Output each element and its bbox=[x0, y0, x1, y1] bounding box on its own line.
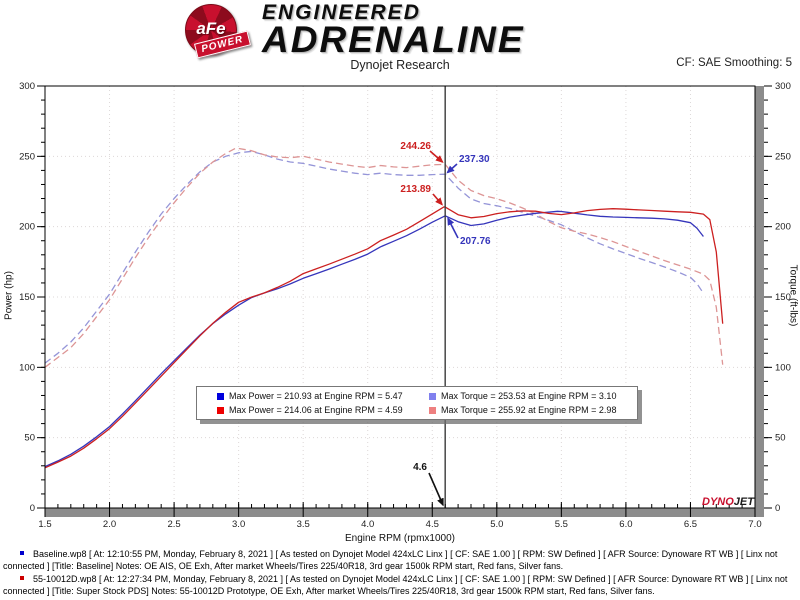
y-tick-label-right: 300 bbox=[775, 81, 791, 92]
legend-entry-max-torque-baseline: Max Torque = 253.53 at Engine RPM = 3.10 bbox=[415, 391, 631, 401]
smoothing-setting: CF: SAE Smoothing: 5 bbox=[676, 57, 792, 69]
note-bullet-blue bbox=[20, 551, 24, 555]
y-tick-label-left: 150 bbox=[19, 292, 35, 303]
x-tick-label: 2.0 bbox=[103, 519, 116, 530]
annotation-value: 244.26 bbox=[400, 141, 431, 152]
title-adrenaline: ADRENALINE bbox=[262, 19, 525, 60]
y-axis-label-power: Power (hp) bbox=[3, 271, 15, 320]
annotation-value: 4.6 bbox=[413, 462, 427, 473]
title-engineered: ENGINEERED bbox=[262, 1, 421, 24]
curve-baseline-power bbox=[44, 210, 704, 468]
chart-subtitle: Dynojet Research bbox=[350, 58, 450, 72]
legend-label: Max Torque = 255.92 at Engine RPM = 2.98 bbox=[441, 405, 617, 415]
x-tick-label: 6.5 bbox=[684, 519, 697, 530]
x-tick-label: 7.0 bbox=[748, 519, 761, 530]
annotation-arrow bbox=[446, 163, 458, 174]
note-bullet-red bbox=[20, 576, 24, 580]
annotation-value: 237.30 bbox=[459, 154, 490, 165]
x-tick-label: 4.0 bbox=[361, 519, 374, 530]
annotation-value: 213.89 bbox=[400, 184, 431, 195]
legend-swatch-lightred bbox=[429, 406, 436, 414]
frame-bar-bottom bbox=[45, 508, 764, 517]
y-axis-label-torque: Torque (ft-lbs) bbox=[787, 264, 799, 327]
afe-logo-text: aFe bbox=[196, 19, 226, 38]
y-tick-label-right: 200 bbox=[775, 222, 791, 233]
x-tick-label: 3.0 bbox=[232, 519, 245, 530]
y-tick-label-right: 100 bbox=[775, 362, 791, 373]
frame-bar-right bbox=[755, 86, 764, 517]
y-tick-label-right: 150 bbox=[775, 292, 791, 303]
y-tick-label-left: 0 bbox=[30, 503, 35, 514]
run-note-superstock: 55-10012D.wp8 [ At: 12:27:34 PM, Monday,… bbox=[3, 573, 795, 597]
x-tick-label: 1.5 bbox=[38, 519, 51, 530]
dynojet-watermark: DYNOJET bbox=[702, 496, 754, 508]
legend-label: Max Power = 214.06 at Engine RPM = 4.59 bbox=[229, 405, 403, 415]
run-notes: Baseline.wp8 [ At: 12:10:55 PM, Monday, … bbox=[3, 548, 795, 598]
annotation-arrow bbox=[432, 193, 443, 206]
x-tick-label: 5.0 bbox=[490, 519, 503, 530]
annotation-value: 207.76 bbox=[460, 236, 491, 247]
annotation-arrow bbox=[429, 150, 444, 163]
y-tick-label-left: 250 bbox=[19, 151, 35, 162]
y-tick-label-left: 200 bbox=[19, 222, 35, 233]
dyno-chart-svg: 1.5 2.0 2.5 3.0 3.5 4.0 4.5 5.0 5.5 6.0 6.5 7.0 0 0 50… bbox=[19, 81, 791, 544]
y-tick-label-right: 50 bbox=[775, 433, 786, 444]
annotation-arrow bbox=[447, 217, 459, 239]
legend-swatch-red bbox=[217, 406, 224, 414]
y-tick-label-right: 250 bbox=[775, 151, 791, 162]
x-tick-label: 3.5 bbox=[297, 519, 310, 530]
legend-entry-max-power-superstock: Max Power = 214.06 at Engine RPM = 4.59 bbox=[203, 405, 415, 415]
x-tick-label: 2.5 bbox=[167, 519, 180, 530]
y-tick-label-right: 0 bbox=[775, 503, 780, 514]
x-tick-label: 5.5 bbox=[555, 519, 568, 530]
x-tick-label: 4.5 bbox=[426, 519, 439, 530]
x-axis-label: Engine RPM (rpmx1000) bbox=[345, 533, 455, 544]
chart-legend: Max Power = 210.93 at Engine RPM = 5.47 … bbox=[196, 386, 638, 420]
annotation-arrow bbox=[428, 472, 444, 507]
legend-entry-max-torque-superstock: Max Torque = 255.92 at Engine RPM = 2.98 bbox=[415, 405, 631, 415]
legend-entry-max-power-baseline: Max Power = 210.93 at Engine RPM = 5.47 bbox=[203, 391, 415, 401]
y-tick-label-left: 50 bbox=[24, 433, 35, 444]
report-title: ENGINEERED ADRENALINE bbox=[262, 2, 682, 58]
dynojet-watermark-jet: JET bbox=[733, 496, 754, 508]
x-tick-label: 6.0 bbox=[619, 519, 632, 530]
curve-super-stock-pds-torque bbox=[44, 147, 724, 368]
y-tick-label-left: 100 bbox=[19, 362, 35, 373]
curve-baseline-torque bbox=[44, 150, 704, 364]
curve-super-stock-pds-power bbox=[44, 206, 724, 469]
legend-swatch-lightblue bbox=[429, 392, 436, 400]
legend-swatch-blue bbox=[217, 392, 224, 400]
note-text: Baseline.wp8 [ At: 12:10:55 PM, Monday, … bbox=[3, 549, 778, 571]
afe-power-logo: aFe POWER bbox=[183, 3, 261, 59]
note-text: 55-10012D.wp8 [ At: 12:27:34 PM, Monday,… bbox=[3, 574, 788, 596]
legend-label: Max Torque = 253.53 at Engine RPM = 3.10 bbox=[441, 391, 617, 401]
run-note-baseline: Baseline.wp8 [ At: 12:10:55 PM, Monday, … bbox=[3, 548, 795, 572]
dynojet-watermark-dyno: DYNO bbox=[702, 496, 734, 508]
y-tick-label-left: 300 bbox=[19, 81, 35, 92]
legend-label: Max Power = 210.93 at Engine RPM = 5.47 bbox=[229, 391, 403, 401]
